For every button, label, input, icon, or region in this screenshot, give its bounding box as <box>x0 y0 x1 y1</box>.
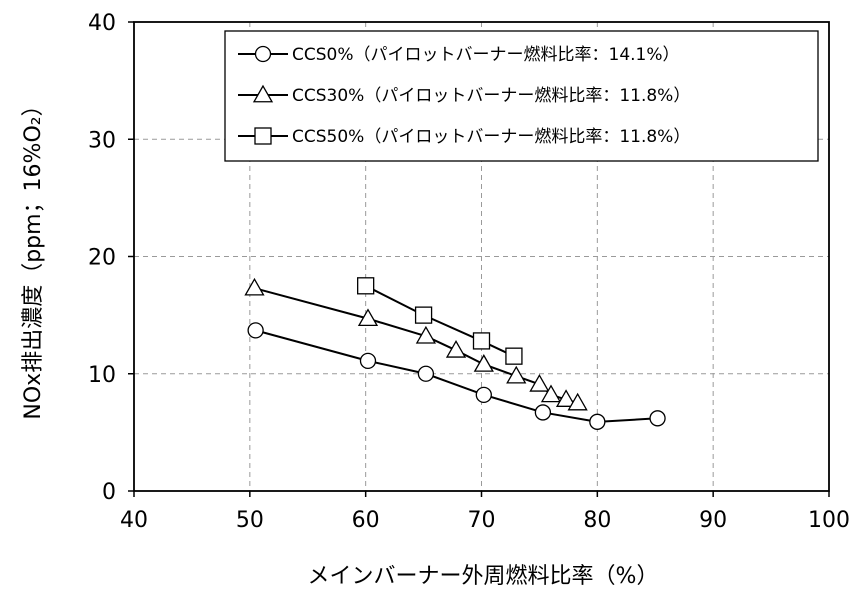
x-tick-label: 50 <box>236 508 264 533</box>
data-point <box>529 373 550 392</box>
legend: CCS0%（パイロットバーナー燃料比率：14.1%） CCS30%（パイロットバー… <box>224 30 819 162</box>
series-line <box>254 287 578 405</box>
data-point <box>555 389 577 407</box>
data-point <box>589 413 606 430</box>
data-point <box>534 404 552 421</box>
x-tick-label: 80 <box>583 508 611 533</box>
y-tick-label: 10 <box>88 363 116 388</box>
data-point <box>417 365 435 382</box>
data-point <box>415 325 437 344</box>
data-point <box>472 332 491 350</box>
data-point <box>247 322 264 339</box>
series-0 <box>247 322 666 430</box>
y-tick-label: 0 <box>102 480 116 505</box>
data-point <box>357 277 375 295</box>
series-1 <box>244 277 588 411</box>
legend-box <box>224 30 819 162</box>
x-tick-label: 90 <box>699 508 727 533</box>
y-tick-label: 40 <box>88 11 116 36</box>
x-tick-label: 70 <box>468 508 496 533</box>
legend-marker <box>254 127 272 145</box>
y-axis-title: NOx排出濃度（ppm；16%O₂） <box>21 94 46 419</box>
series-layer <box>244 277 666 430</box>
y-tick-label: 20 <box>88 246 116 271</box>
series-2 <box>357 277 523 365</box>
data-point <box>540 384 562 403</box>
data-point <box>359 352 377 370</box>
data-point <box>473 354 494 372</box>
plot-frame <box>133 21 830 492</box>
x-axis-title: メインバーナー外周燃料比率（%） <box>308 564 659 589</box>
data-point <box>357 308 379 327</box>
data-point <box>505 347 523 365</box>
legend-marker <box>254 45 272 63</box>
x-tick-label: 40 <box>120 508 148 533</box>
y-tick-label: 30 <box>88 128 116 153</box>
axes: 40 50 60 70 80 90 100 0 10 20 30 40 <box>88 11 850 533</box>
legend-label: CCS50%（パイロットバーナー燃料比率：11.8%） <box>292 127 690 147</box>
legend-label: CCS0%（パイロットバーナー燃料比率：14.1%） <box>292 45 680 65</box>
data-point <box>414 306 433 324</box>
legend-label: CCS30%（パイロットバーナー燃料比率：11.8%） <box>292 86 690 106</box>
data-point <box>475 386 492 404</box>
data-point <box>649 410 666 427</box>
data-point <box>445 339 467 358</box>
legend-marker <box>252 84 274 103</box>
data-point <box>506 365 527 384</box>
x-tick-label: 60 <box>352 508 380 533</box>
data-point <box>244 277 265 296</box>
data-point <box>567 392 588 411</box>
x-tick-label: 100 <box>808 508 850 533</box>
series-line <box>365 284 515 358</box>
